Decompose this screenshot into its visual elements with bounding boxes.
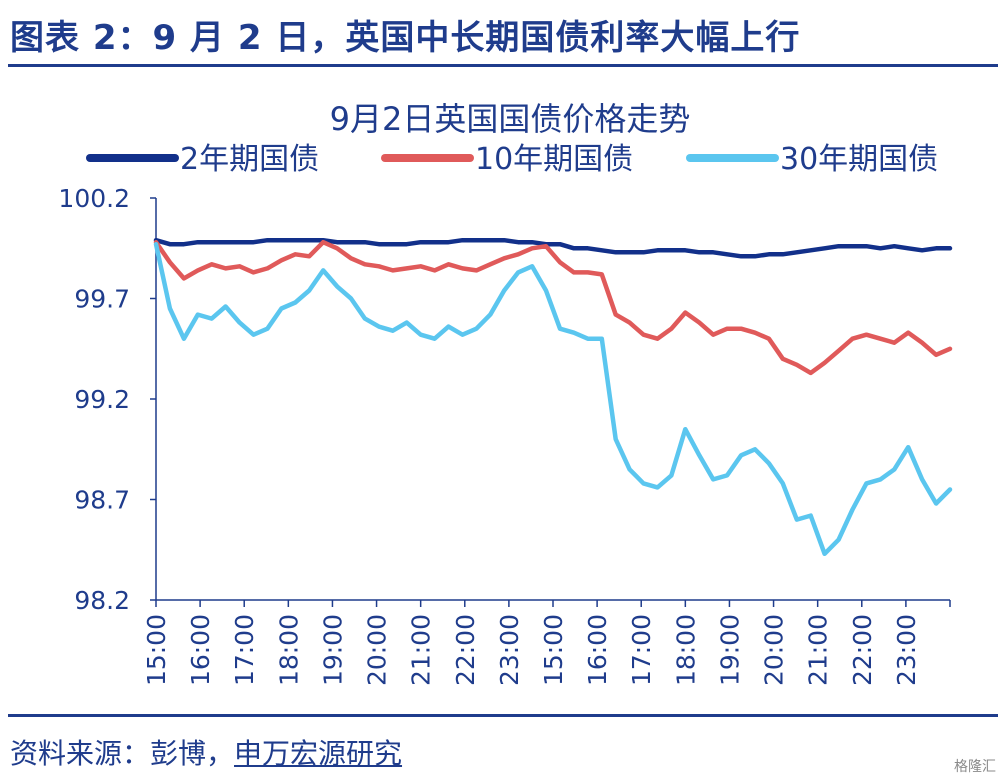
watermark: 格隆汇: [954, 759, 996, 775]
legend-label-1: 2年期国债: [180, 142, 319, 177]
y-tick-label: 98.2: [74, 586, 130, 615]
chart-title: 9月2日英国国债价格走势: [330, 100, 691, 138]
y-tick-label: 99.7: [74, 285, 130, 314]
x-tick-label: 21:00: [407, 614, 436, 686]
x-tick-label: 22:00: [848, 614, 877, 686]
legend-label-2: 10年期国债: [475, 142, 633, 177]
y-tick-label: 98.7: [74, 486, 130, 515]
x-tick-label: 15:00: [539, 614, 568, 686]
x-tick-label: 20:00: [363, 614, 392, 686]
figure-title: 图表 2：9 月 2 日，英国中长期国债利率大幅上行: [10, 18, 801, 58]
series-line-1: [153, 237, 953, 259]
x-tick-label: 18:00: [671, 614, 700, 686]
footer-rule: [8, 714, 998, 717]
source-note: 资料来源：彭博，申万宏源研究: [10, 732, 402, 772]
x-tick-label: 22:00: [451, 614, 480, 686]
series-line-3: [153, 241, 953, 557]
axes: 100.2 99.7 99.2 98.7 98.2 15:00 16:00 17:00 18:0…: [58, 184, 951, 686]
x-tick-label: 21:00: [804, 614, 833, 686]
source-prefix: 资料来源：彭博，: [10, 737, 235, 770]
y-tick-label: 99.2: [74, 385, 130, 414]
x-tick-label: 17:00: [230, 614, 259, 686]
source-institution[interactable]: 申万宏源研究: [234, 737, 403, 770]
x-tick-label: 16:00: [186, 614, 215, 686]
x-tick-label: 23:00: [495, 614, 524, 686]
legend: 2年期国债 10年期国债 30年期国债: [86, 142, 938, 177]
series-line-2: [153, 239, 953, 376]
series-lines: [153, 237, 953, 557]
y-tick-label: 100.2: [58, 184, 130, 213]
x-tick-label: 19:00: [318, 614, 347, 686]
header-rule: [8, 64, 998, 67]
x-tick-label: 18:00: [274, 614, 303, 686]
x-tick-label: 15:00: [142, 614, 171, 686]
legend-label-3: 30年期国债: [780, 142, 938, 177]
x-tick-label: 17:00: [627, 614, 656, 686]
x-tick-label: 20:00: [760, 614, 789, 686]
x-tick-label: 23:00: [892, 614, 921, 686]
x-tick-label: 16:00: [583, 614, 612, 686]
x-tick-label: 19:00: [715, 614, 744, 686]
